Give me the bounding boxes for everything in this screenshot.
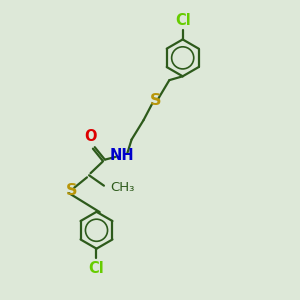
- Text: Cl: Cl: [175, 13, 190, 28]
- Text: CH₃: CH₃: [110, 181, 134, 194]
- Text: NH: NH: [110, 148, 134, 163]
- Text: S: S: [150, 94, 161, 109]
- Text: S: S: [65, 183, 77, 198]
- Text: O: O: [84, 129, 97, 144]
- Text: Cl: Cl: [88, 261, 104, 276]
